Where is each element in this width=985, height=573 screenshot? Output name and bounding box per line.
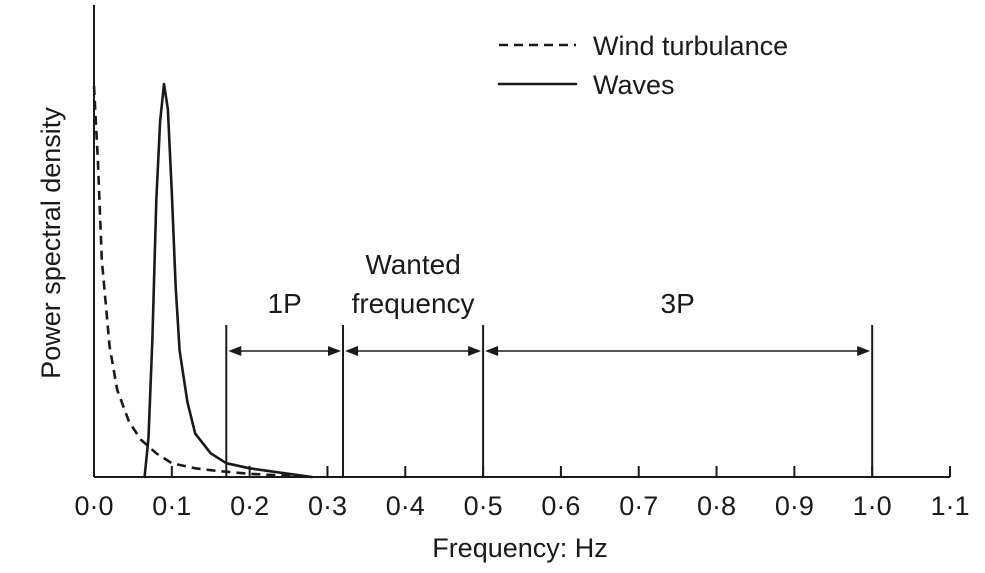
x-tick-label: 0·0 xyxy=(74,491,113,521)
band-label: 3P xyxy=(661,288,695,319)
x-tick-label: 1·1 xyxy=(930,491,969,521)
band-arrow-head-left xyxy=(485,346,499,356)
legend-label: Wind turbulance xyxy=(593,31,788,61)
series-line-waves xyxy=(143,82,314,479)
x-tick-label: 0·9 xyxy=(775,491,814,521)
band-label: frequency xyxy=(352,288,475,319)
x-tick-label: 0·6 xyxy=(541,491,580,521)
band-arrow-head-right xyxy=(328,346,342,356)
band-arrow-head-right xyxy=(857,346,871,356)
y-axis-label: Power spectral density xyxy=(36,107,66,379)
frequency-bands: 1P Wanted frequency 3P xyxy=(225,249,874,477)
legend-label: Waves xyxy=(593,70,675,100)
x-tick-label: 0·3 xyxy=(308,491,347,521)
series-line-wind-turbulance xyxy=(92,85,312,479)
band-label: Wanted xyxy=(365,249,460,280)
x-tick-label: 0·7 xyxy=(619,491,658,521)
band-arrow-head-left xyxy=(228,346,242,356)
x-axis-label: Frequency: Hz xyxy=(432,533,608,563)
x-tick-label: 0·5 xyxy=(464,491,503,521)
series-layer xyxy=(92,82,314,479)
x-tick-label: 0·8 xyxy=(697,491,736,521)
x-tick-label: 0·4 xyxy=(386,491,425,521)
x-tick-label: 0·1 xyxy=(152,491,191,521)
band-label: 1P xyxy=(268,288,302,319)
x-tick-label: 0·2 xyxy=(230,491,269,521)
legend: Wind turbulance Waves xyxy=(497,31,788,100)
x-ticks: 0·0 0·1 0·2 0·3 0·4 0·5 0·6 0·7 0·8 0·9 1·0 1·1 xyxy=(74,466,970,521)
x-tick-label: 1·0 xyxy=(853,491,892,521)
band-arrow-head-right xyxy=(468,346,482,356)
band-arrow-head-left xyxy=(345,346,359,356)
